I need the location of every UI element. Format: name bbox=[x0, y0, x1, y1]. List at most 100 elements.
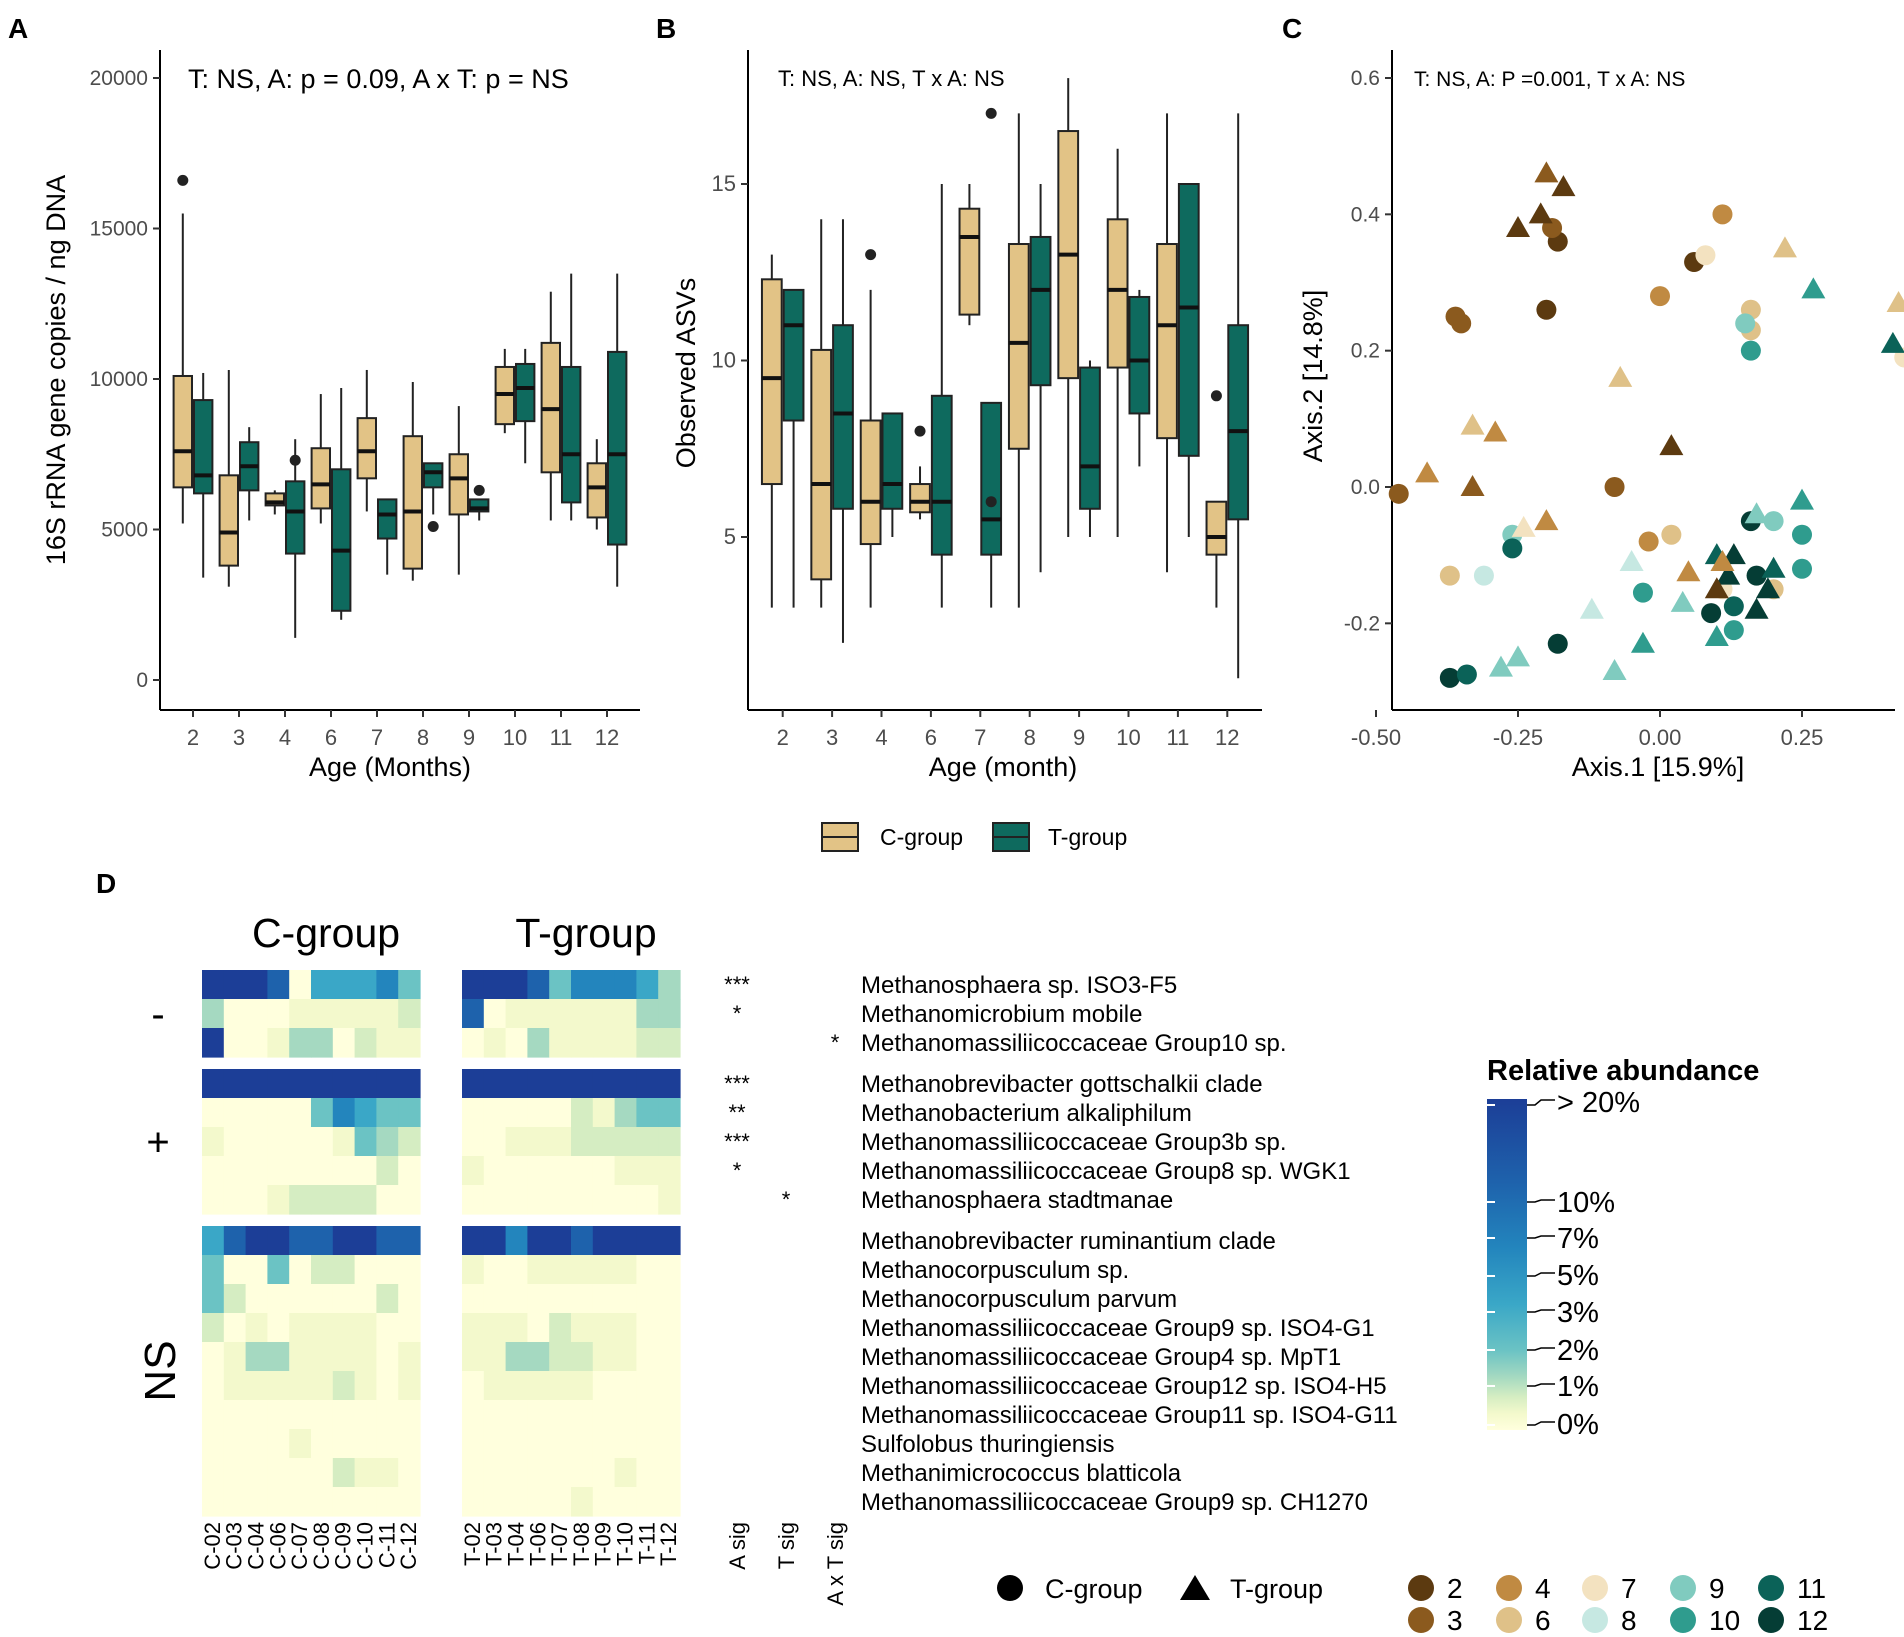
heatmap-cell bbox=[614, 1226, 637, 1256]
legend-tick-label: 10% bbox=[1557, 1187, 1615, 1219]
heatmap-color-legend: Relative abundance > 20% 10% 7% 5% 3% 2% 1% 0% bbox=[1487, 1055, 1759, 1441]
heatmap-cell bbox=[527, 1400, 550, 1430]
heatmap-cell bbox=[332, 1028, 356, 1058]
heatmap-cell bbox=[571, 1028, 594, 1058]
heatmap-cell bbox=[223, 1284, 247, 1314]
box-legend: C-group T-group bbox=[821, 822, 1127, 852]
heatmap-cell bbox=[592, 1127, 616, 1157]
heatmap-significance: * bbox=[733, 1158, 742, 1183]
heatmap-cell bbox=[267, 970, 290, 1000]
heatmap-cell bbox=[592, 1156, 616, 1186]
heatmap-cell bbox=[202, 1069, 225, 1099]
heatmap-cell bbox=[571, 1255, 594, 1285]
x-tick-label: 3 bbox=[826, 725, 838, 750]
x-tick-label: 0.00 bbox=[1639, 725, 1682, 750]
heatmap-column-label: T-08 bbox=[569, 1522, 594, 1566]
heatmap-cell bbox=[267, 1098, 290, 1128]
heatmap-cell bbox=[202, 1313, 225, 1343]
y-tick-label: 15 bbox=[712, 171, 736, 196]
heatmap-cell bbox=[592, 1028, 616, 1058]
heatmap-cell bbox=[614, 1156, 637, 1186]
heatmap-cell bbox=[614, 1371, 637, 1401]
legend-tick-connector bbox=[1527, 1099, 1555, 1106]
heatmap-cell bbox=[658, 970, 681, 1000]
heatmap-cell bbox=[245, 1371, 268, 1401]
heatmap-cell bbox=[549, 1226, 572, 1256]
heatmap-cell bbox=[311, 1098, 334, 1128]
x-tick-label: 2 bbox=[777, 725, 789, 750]
heatmap-cell bbox=[398, 999, 421, 1029]
heatmap-cell bbox=[614, 999, 637, 1029]
heatmap-cell bbox=[462, 1458, 485, 1488]
scatter-point-c-age-6 bbox=[1439, 565, 1460, 586]
scatter-point-t-age-4 bbox=[1534, 509, 1559, 531]
heatmap-cell bbox=[614, 1255, 637, 1285]
heatmap-cell bbox=[549, 1255, 572, 1285]
heatmap-cell bbox=[658, 1342, 681, 1372]
heatmap-cell bbox=[614, 1284, 637, 1314]
heatmap-cell bbox=[483, 1458, 507, 1488]
heatmap-cell bbox=[614, 1098, 637, 1128]
legend-age-label: 6 bbox=[1535, 1605, 1551, 1636]
box-t-group bbox=[607, 350, 628, 546]
scatter-point-c-age-8 bbox=[1473, 565, 1494, 586]
heatmap-cell bbox=[658, 1371, 681, 1401]
heatmap-cell bbox=[267, 1313, 290, 1343]
heatmap-cell bbox=[549, 1487, 572, 1517]
heatmap-block-label: NS bbox=[136, 1340, 185, 1401]
heatmap-cell bbox=[289, 999, 312, 1029]
panel-b-boxplot: T: NS, A: NS, T x A: NS Age (month) Obse… bbox=[671, 50, 1262, 782]
heatmap-cell bbox=[549, 1127, 572, 1157]
heatmap-cell bbox=[354, 1400, 377, 1430]
heatmap-cell bbox=[311, 1284, 334, 1314]
heatmap-cell bbox=[614, 1127, 637, 1157]
heatmap-cell bbox=[376, 1400, 399, 1430]
heatmap-cell bbox=[505, 970, 528, 1000]
scatter-point-c-age-10 bbox=[1792, 558, 1812, 579]
heatmap-cell bbox=[592, 1313, 616, 1343]
heatmap-cell bbox=[592, 1098, 616, 1128]
heatmap-cell bbox=[505, 1400, 528, 1430]
scatter-point-c-age-10 bbox=[1792, 524, 1812, 545]
legend-age-label: 9 bbox=[1709, 1573, 1725, 1604]
y-tick-label: 0.6 bbox=[1351, 67, 1380, 90]
x-tick-label: 8 bbox=[1024, 725, 1036, 750]
legend-circle-marker bbox=[997, 1575, 1023, 1601]
heatmap-cell bbox=[245, 1028, 268, 1058]
heatmap-column-label: C-12 bbox=[396, 1522, 421, 1570]
heatmap-cell bbox=[223, 999, 247, 1029]
heatmap-cell bbox=[614, 1185, 637, 1215]
heatmap-cell bbox=[636, 999, 659, 1029]
heatmap-cell bbox=[658, 1098, 681, 1128]
heatmap-cell bbox=[332, 1284, 356, 1314]
box-outlier bbox=[289, 454, 301, 466]
heatmap-cell bbox=[289, 1400, 312, 1430]
heatmap-cell bbox=[202, 1284, 225, 1314]
box-t-group bbox=[377, 498, 398, 540]
heatmap-cell bbox=[354, 1127, 377, 1157]
heatmap-cell bbox=[245, 1458, 268, 1488]
heatmap-cell bbox=[332, 1156, 356, 1186]
heatmap-cell bbox=[376, 1069, 399, 1099]
heatmap-cell bbox=[549, 1313, 572, 1343]
heatmap-cell bbox=[311, 1156, 334, 1186]
heatmap-cell bbox=[636, 1255, 659, 1285]
box-outlier bbox=[177, 174, 189, 186]
heatmap-cell bbox=[658, 1429, 681, 1459]
box-c-group bbox=[958, 207, 981, 316]
heatmap-significance: * bbox=[831, 1030, 840, 1055]
box-t-group bbox=[1079, 366, 1101, 510]
box-c-group bbox=[1156, 243, 1178, 440]
heatmap-sig-column-label: T sig bbox=[774, 1522, 799, 1569]
heatmap-cell bbox=[223, 1342, 247, 1372]
scatter-point-c-age-9 bbox=[1735, 313, 1756, 334]
x-tick-label: 6 bbox=[925, 725, 937, 750]
heatmap-cell bbox=[267, 1400, 290, 1430]
heatmap-row-label: Sulfolobus thuringiensis bbox=[861, 1431, 1115, 1458]
y-tick-label: 5000 bbox=[101, 519, 148, 542]
legend-tick-label: 7% bbox=[1557, 1223, 1599, 1255]
heatmap-cell bbox=[571, 970, 594, 1000]
heatmap-cell bbox=[483, 1185, 507, 1215]
heatmap-row-label: Methanimicrococcus blatticola bbox=[861, 1460, 1182, 1487]
scatter-point-c-age-12 bbox=[1746, 565, 1767, 586]
